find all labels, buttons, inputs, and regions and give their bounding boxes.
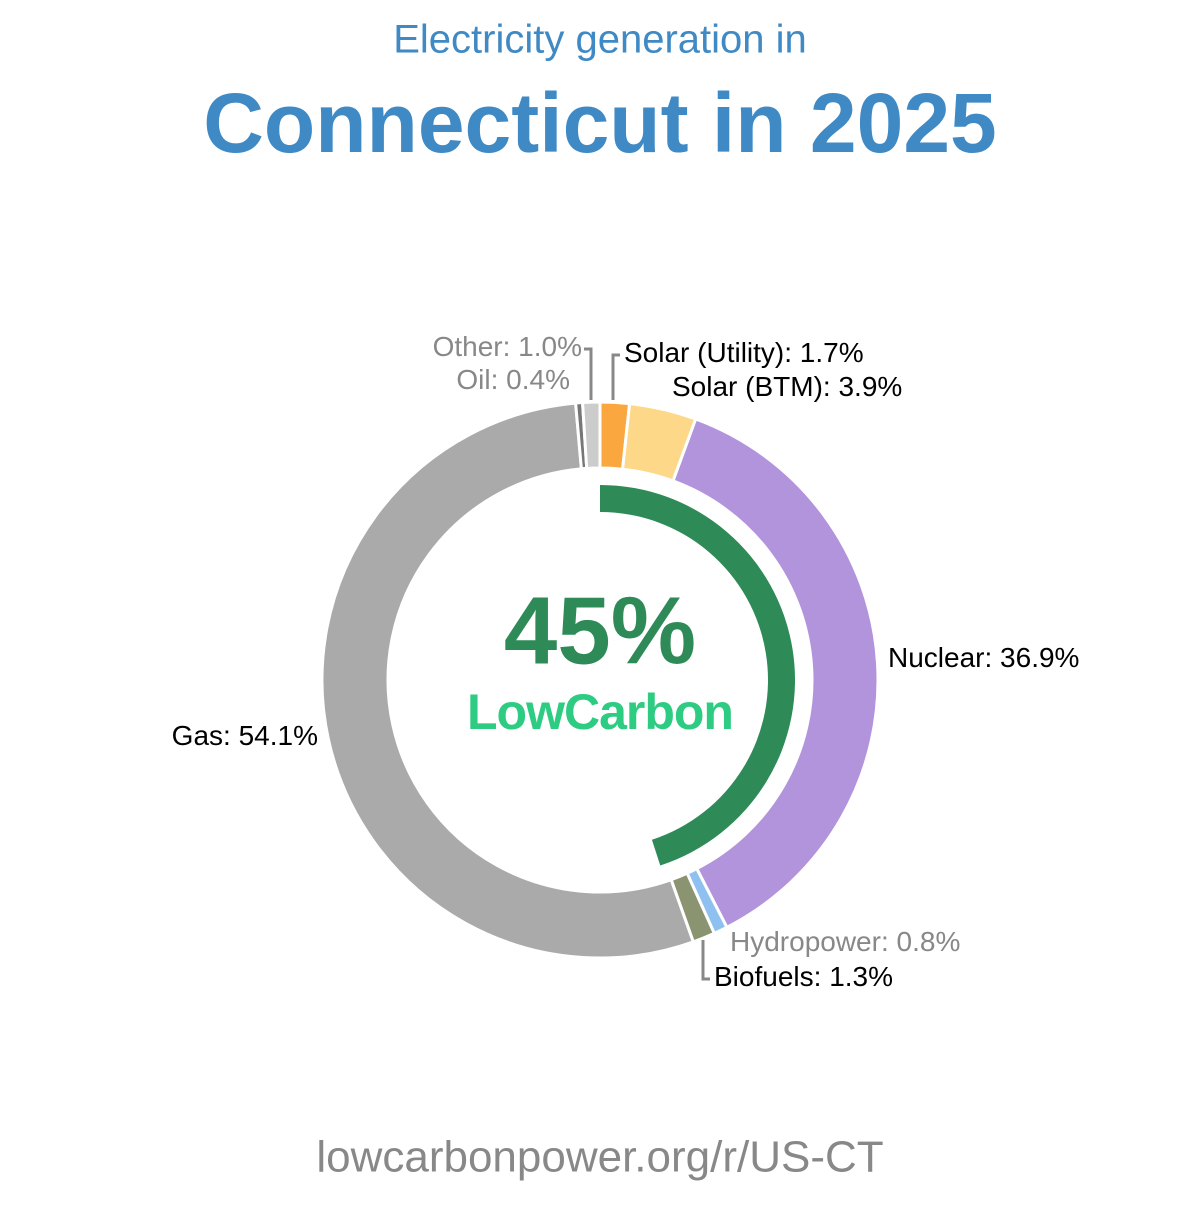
- label-separator: :: [223, 720, 239, 751]
- data-label: Biofuels: 1.3%: [714, 961, 893, 992]
- footer: lowcarbonpower.org/r/US-CT: [316, 1133, 883, 1182]
- leader-line: [701, 940, 710, 981]
- label-value: 54.1%: [239, 720, 318, 751]
- label-name: Solar (BTM): [672, 371, 823, 402]
- label-name: Other: [433, 331, 503, 362]
- label-name: Nuclear: [888, 642, 984, 673]
- label-value: 0.8%: [897, 926, 961, 957]
- donut-slice: [320, 401, 696, 960]
- label-value: 1.3%: [829, 961, 893, 992]
- data-label: Gas: 54.1%: [172, 720, 318, 751]
- label-separator: :: [881, 926, 897, 957]
- leader-line: [584, 347, 593, 400]
- label-value: 1.0%: [518, 331, 582, 362]
- data-label: Solar (BTM): 3.9%: [672, 371, 902, 402]
- chart-subtitle: Connecticut in 2025: [203, 76, 997, 170]
- label-separator: :: [784, 337, 800, 368]
- label-name: Solar (Utility): [624, 337, 784, 368]
- donut-slice: [671, 417, 880, 930]
- label-name: Hydropower: [730, 926, 881, 957]
- label-separator: :: [814, 961, 830, 992]
- label-name: Oil: [456, 364, 490, 395]
- label-separator: :: [503, 331, 519, 362]
- label-name: Biofuels: [714, 961, 814, 992]
- label-separator: :: [984, 642, 1000, 673]
- data-label: Solar (Utility): 1.7%: [624, 337, 864, 368]
- chart-title: Electricity generation in: [393, 18, 807, 62]
- label-separator: :: [823, 371, 839, 402]
- leader-line: [611, 353, 620, 400]
- label-value: 0.4%: [506, 364, 570, 395]
- label-name: Gas: [172, 720, 223, 751]
- data-label: Hydropower: 0.8%: [730, 926, 960, 957]
- label-value: 3.9%: [838, 371, 902, 402]
- data-label: Nuclear: 36.9%: [888, 642, 1079, 673]
- label-value: 1.7%: [800, 337, 864, 368]
- data-label: Other: 1.0%: [433, 331, 582, 362]
- data-label: Oil: 0.4%: [456, 364, 570, 395]
- donut-slice: [580, 400, 602, 471]
- label-value: 36.9%: [1000, 642, 1079, 673]
- low-carbon-arc: [600, 485, 796, 866]
- low-carbon-name: LowCarbon: [467, 684, 733, 740]
- low-carbon-value: 45%: [504, 577, 696, 684]
- label-separator: :: [491, 364, 507, 395]
